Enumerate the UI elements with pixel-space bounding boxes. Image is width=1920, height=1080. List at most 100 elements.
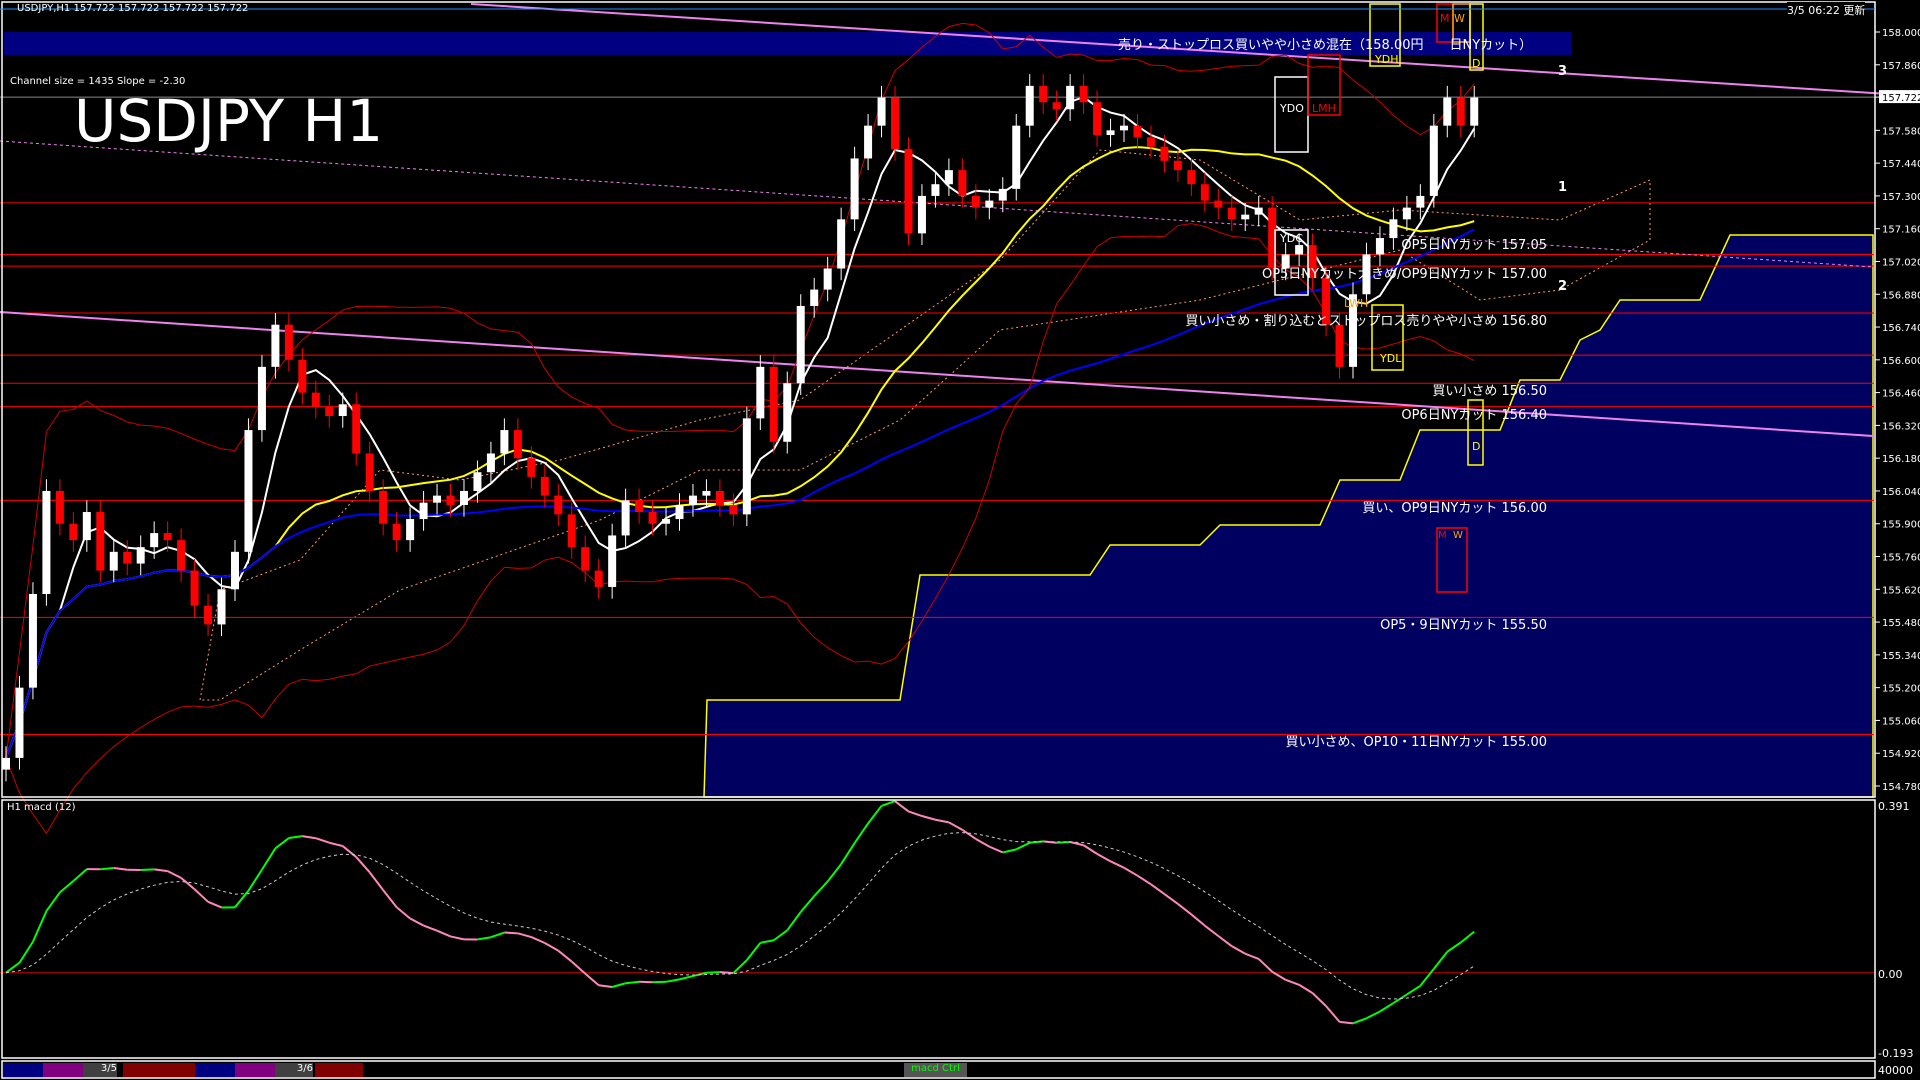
axis-label: 154.920 (1882, 749, 1920, 760)
macd-line-segment (773, 929, 788, 942)
candle-body (635, 500, 644, 513)
candle-body (109, 551, 118, 571)
candle-body (459, 490, 468, 506)
candle-body (1322, 277, 1331, 325)
box-label-ydh: YDH (1375, 53, 1399, 66)
candle-body (567, 514, 576, 548)
candle-body (1120, 125, 1129, 131)
macd-line-segment (584, 972, 600, 987)
price-axis: 158.000 157.860 157.722 157.580 157.440 157.3… (1875, 28, 1920, 793)
candle-body (594, 570, 603, 587)
macd-line-segment (315, 837, 330, 844)
macd-line-segment (1083, 844, 1098, 855)
axis-label: 155.480 (1882, 618, 1920, 629)
macd-line-segment (409, 917, 425, 927)
candle-body (985, 200, 994, 208)
macd-line-segment (853, 822, 869, 844)
candle-body (352, 404, 361, 454)
ichimoku-cloud (199, 149, 1874, 798)
macd-line-segment (1204, 924, 1219, 937)
macd-line-segment (1406, 984, 1421, 996)
candle-body (675, 505, 684, 520)
macd-line-segment (840, 842, 856, 865)
macd-line-segment (154, 868, 168, 873)
macd-line-segment (786, 911, 802, 931)
level-annotation: OP5日NYカット 157.05 (1401, 238, 1547, 254)
ma-5-line (5, 95, 1476, 759)
macd-line-segment (342, 845, 357, 858)
macd-line-segment (329, 841, 343, 848)
candle-body (1093, 102, 1102, 136)
candle-body (257, 366, 266, 431)
candle-body (177, 540, 186, 571)
macd-line-segment (1433, 951, 1449, 970)
macd-line-segment (1339, 1020, 1354, 1025)
candle-body (392, 523, 401, 541)
axis-label: 156.740 (1882, 323, 1920, 334)
macd-line-segment (813, 880, 829, 897)
trend-label-1: 1 (1558, 180, 1568, 195)
macd-line-segment (302, 835, 316, 840)
session-segment (3, 1063, 43, 1077)
macd-line-segment (1298, 983, 1314, 994)
candle-body (823, 268, 832, 290)
axis-label: 158.000 (1882, 28, 1920, 39)
candle-body (42, 490, 51, 594)
candle-body (1389, 219, 1398, 239)
macd-line-segment (598, 984, 613, 989)
current-price-label: 157.722 (1882, 93, 1920, 104)
candle-body (298, 359, 307, 393)
macd-line-segment (1271, 970, 1287, 981)
candle-body (204, 605, 213, 625)
box-label-lwh: LWH (1344, 297, 1369, 310)
candle-body (1254, 207, 1263, 215)
candle-body (500, 430, 509, 454)
macd-line-segment (180, 877, 196, 891)
candle-body (325, 406, 334, 417)
candle-body (1456, 97, 1465, 126)
candle-body (1079, 85, 1088, 103)
ma-60-line (5, 228, 1475, 759)
macd-line-segment (625, 980, 640, 985)
banner-text: 売り・ストップロス買いやや小さめ混在（158.00円 日NYカット） (1118, 38, 1533, 53)
symbol-info: USDJPY,H1 157.722 157.722 157.722 157.72… (17, 3, 249, 14)
macd-line-segment (544, 942, 559, 952)
candle-body (15, 687, 24, 758)
macd-line-segment (557, 949, 573, 963)
trend-label-3: 3 (1558, 64, 1568, 79)
candle-body (581, 547, 590, 571)
macd-line-segment (908, 810, 923, 817)
session-segment (235, 1063, 275, 1077)
channel-upper (470, 3, 1920, 97)
macd-line-segment (530, 936, 546, 944)
session-segment (195, 1063, 235, 1077)
axis-label: 156.320 (1882, 421, 1920, 432)
candle-body (1066, 85, 1075, 110)
macd-line-segment (59, 880, 74, 894)
macd-min: -0.193 (1878, 1047, 1914, 1060)
candle-body (944, 170, 953, 185)
session-segment (43, 1063, 83, 1077)
candle-body (163, 533, 172, 541)
macd-line-segment (1419, 968, 1435, 987)
candle-body (150, 533, 159, 548)
macd-max: 0.391 (1878, 800, 1910, 813)
macd-line-segment (167, 870, 182, 879)
macd-ctrl-button[interactable]: macd Ctrl (904, 1063, 967, 1077)
candle-body (69, 523, 78, 541)
macd-line-segment (719, 971, 734, 975)
level-annotation: 買い小さめ、OP10・11日NYカット 155.00 (1285, 735, 1547, 751)
macd-line-segment (1190, 913, 1206, 927)
box-label-ydc: YDC (1280, 232, 1303, 245)
axis-label: 156.180 (1882, 454, 1920, 465)
candle-body (2, 757, 10, 770)
level-annotation: 買い小さめ 156.50 (1432, 384, 1547, 400)
candle-body (742, 418, 751, 515)
macd-line-segment (193, 888, 209, 903)
candle-body (338, 404, 347, 417)
axis-label: 156.600 (1882, 356, 1920, 367)
macd-line-segment (355, 856, 371, 874)
candle-body (729, 505, 738, 515)
axis-label: 156.040 (1882, 487, 1920, 498)
